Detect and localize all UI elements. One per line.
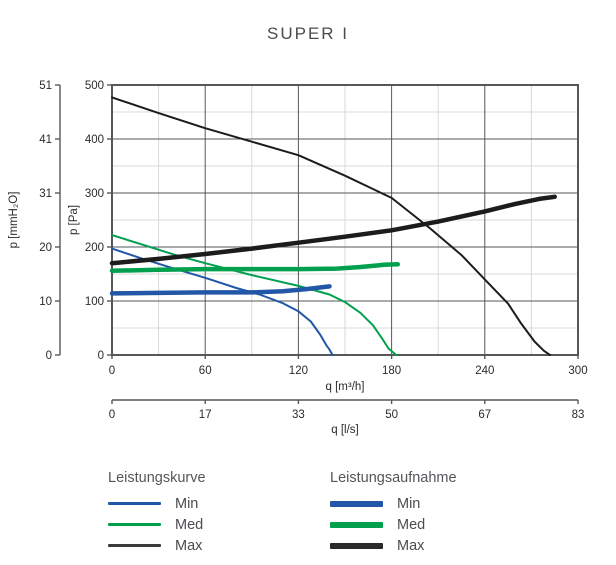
- svg-text:240: 240: [475, 365, 494, 377]
- svg-text:300: 300: [568, 365, 587, 377]
- svg-text:p [mmH₂O]: p [mmH₂O]: [8, 192, 20, 249]
- svg-text:180: 180: [382, 365, 401, 377]
- legend-item-aufnahme-max: Max: [330, 535, 457, 556]
- svg-text:200: 200: [85, 242, 104, 254]
- svg-text:100: 100: [85, 296, 104, 308]
- line-swatch-kurve-med-icon: [108, 523, 161, 526]
- svg-text:q [l/s]: q [l/s]: [331, 424, 358, 436]
- svg-text:120: 120: [289, 365, 308, 377]
- svg-text:60: 60: [199, 365, 212, 377]
- legend-item-label: Max: [175, 537, 203, 554]
- svg-text:400: 400: [85, 134, 104, 146]
- legend-item-label: Med: [175, 516, 204, 533]
- legend-item-kurve-max: Max: [108, 535, 206, 556]
- svg-text:83: 83: [572, 409, 585, 421]
- legend-item-kurve-med: Med: [108, 514, 206, 535]
- svg-text:33: 33: [292, 409, 305, 421]
- svg-text:0: 0: [46, 350, 52, 362]
- legend-item-aufnahme-min: Min: [330, 493, 457, 514]
- legend-group-title: Leistungskurve: [108, 470, 206, 486]
- line-swatch-kurve-min-icon: [108, 502, 161, 505]
- svg-text:0: 0: [109, 365, 115, 377]
- svg-text:10: 10: [39, 296, 52, 308]
- svg-text:51: 51: [39, 80, 52, 92]
- svg-text:17: 17: [199, 409, 212, 421]
- line-swatch-aufnahme-min-icon: [330, 500, 383, 507]
- svg-text:q [m³/h]: q [m³/h]: [326, 381, 365, 393]
- legend-item-label: Med: [397, 516, 426, 533]
- legend-item-label: Min: [397, 495, 421, 512]
- legend-item-kurve-min: Min: [108, 493, 206, 514]
- svg-text:p [Pa]: p [Pa]: [68, 205, 80, 235]
- legend: Leistungskurve Min Med Max Leistungsaufn…: [0, 470, 616, 565]
- svg-text:50: 50: [385, 409, 398, 421]
- svg-text:300: 300: [85, 188, 104, 200]
- line-swatch-kurve-max-icon: [108, 544, 161, 547]
- svg-text:31: 31: [39, 188, 52, 200]
- svg-text:41: 41: [39, 134, 52, 146]
- svg-text:67: 67: [478, 409, 491, 421]
- legend-group-title: Leistungsaufnahme: [330, 470, 457, 486]
- svg-text:500: 500: [85, 80, 104, 92]
- legend-group-leistungskurve: Leistungskurve Min Med Max: [108, 470, 206, 556]
- legend-group-leistungsaufnahme: Leistungsaufnahme Min Med Max: [330, 470, 457, 556]
- legend-item-label: Max: [397, 537, 425, 554]
- line-swatch-aufnahme-med-icon: [330, 521, 383, 528]
- line-swatch-aufnahme-max-icon: [330, 542, 383, 549]
- svg-text:0: 0: [98, 350, 104, 362]
- legend-item-aufnahme-med: Med: [330, 514, 457, 535]
- svg-text:0: 0: [109, 409, 115, 421]
- svg-text:20: 20: [39, 242, 52, 254]
- legend-item-label: Min: [175, 495, 199, 512]
- chart-title: SUPER I: [266, 24, 350, 43]
